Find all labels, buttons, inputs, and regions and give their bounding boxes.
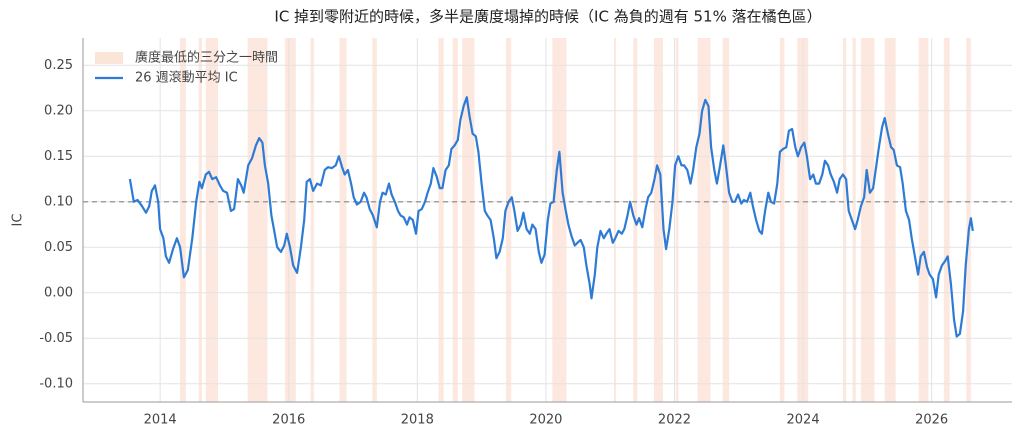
span xyxy=(918,38,929,402)
x-tick-label: 2016 xyxy=(272,413,305,428)
y-tick-label: 0.00 xyxy=(44,285,73,300)
span xyxy=(452,38,458,402)
y-tick-label: 0.15 xyxy=(44,149,73,164)
span xyxy=(943,38,950,402)
span xyxy=(653,38,663,402)
y-tick-label: 0.25 xyxy=(44,58,73,73)
x-tick-label: 2022 xyxy=(658,413,691,428)
y-axis-label: IC xyxy=(11,214,26,227)
span xyxy=(614,38,616,402)
span xyxy=(506,38,512,402)
span xyxy=(438,38,444,402)
span xyxy=(552,38,567,402)
span xyxy=(852,38,856,402)
span xyxy=(247,38,268,402)
span xyxy=(697,38,711,402)
y-tick-label: 0.05 xyxy=(44,240,73,255)
y-tick-label: 0.10 xyxy=(44,194,73,209)
y-tick-label: -0.10 xyxy=(39,376,73,391)
x-tick-label: 2024 xyxy=(787,413,820,428)
x-tick-label: 2020 xyxy=(529,413,562,428)
span xyxy=(842,38,847,402)
span xyxy=(180,38,186,402)
span xyxy=(860,38,875,402)
x-tick-label: 2026 xyxy=(915,413,948,428)
chart-title: IC 掉到零附近的時候，多半是廣度塌掉的時候（IC 為負的週有 51% 落在橘色… xyxy=(274,8,821,26)
span xyxy=(339,38,347,402)
legend-label: 廣度最低的三分之一時間 xyxy=(135,50,278,66)
span xyxy=(966,38,971,402)
span xyxy=(884,38,896,402)
x-tick-label: 2014 xyxy=(144,413,177,428)
legend-swatch xyxy=(95,52,123,64)
span xyxy=(675,38,679,402)
span xyxy=(779,38,785,402)
span xyxy=(462,38,475,402)
span xyxy=(284,38,296,402)
span xyxy=(722,38,730,402)
y-tick-label: -0.05 xyxy=(39,331,73,346)
line-series xyxy=(128,96,974,338)
span xyxy=(205,38,219,402)
x-tick-label: 2018 xyxy=(401,413,434,428)
y-tick-label: 0.20 xyxy=(44,103,73,118)
legend-label: 26 週滾動平均 IC xyxy=(135,71,238,86)
span xyxy=(310,38,314,402)
span xyxy=(198,38,202,402)
